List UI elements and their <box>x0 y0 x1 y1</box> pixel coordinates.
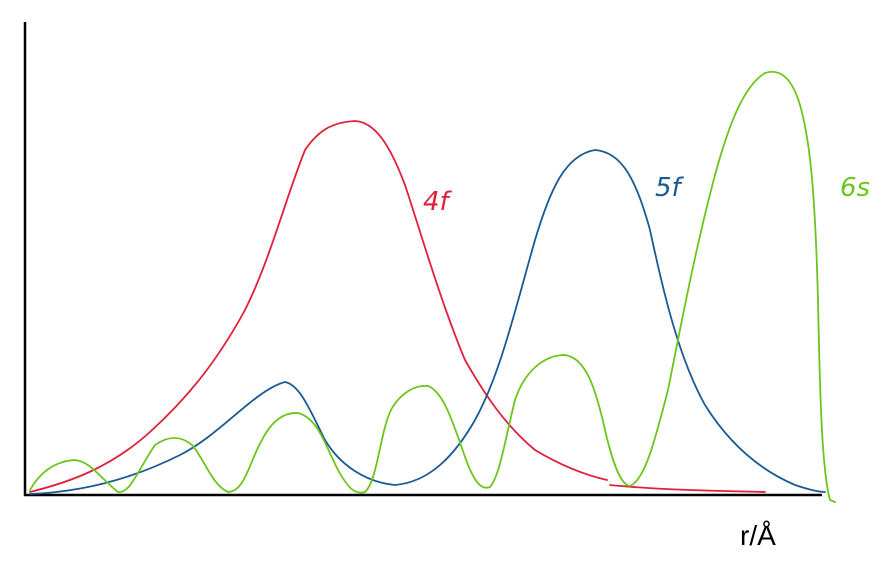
curve-6s <box>29 70 836 503</box>
x-axis-label: r/Å <box>740 520 776 551</box>
label-5f: 5f <box>655 173 685 203</box>
curve-5f <box>29 149 826 495</box>
label-6s: 6s <box>840 173 870 203</box>
curve-4f <box>29 120 766 493</box>
label-4f: 4f <box>423 187 453 217</box>
